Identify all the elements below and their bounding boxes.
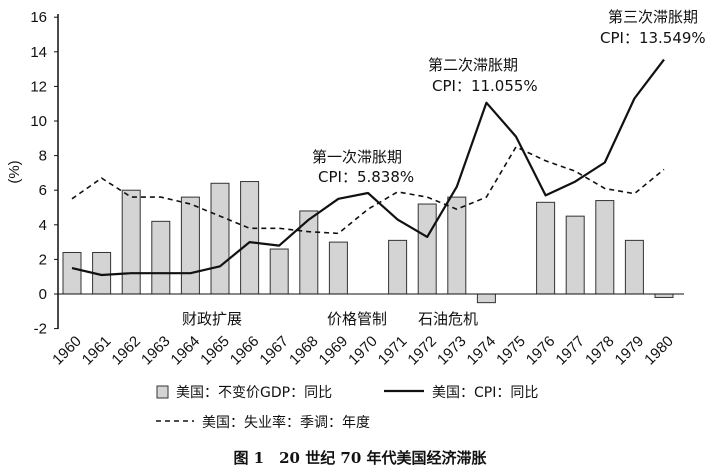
gdp-bar	[654, 293, 674, 298]
annotation-title-2: 第二次滞胀期	[428, 56, 518, 74]
x-tick-label: 1980	[641, 333, 677, 369]
y-tick-label: 4	[39, 217, 47, 234]
x-tick-label: 1962	[108, 333, 144, 369]
x-tick-label: 1979	[612, 333, 648, 369]
gdp-bar	[447, 196, 467, 295]
y-ticks: -2 0 2 4 6 8 10 12 14 16	[30, 9, 58, 338]
annotation-title-3: 第三次滞胀期	[608, 8, 698, 26]
y-axis-label: (%)	[6, 160, 23, 183]
gdp-bar	[417, 203, 437, 295]
x-tick-label: 1970	[345, 333, 381, 369]
x-tick-label: 1961	[79, 333, 115, 369]
x-tick-label: 1978	[582, 333, 618, 369]
x-tick-label: 1963	[138, 333, 174, 369]
legend-label-gdp: 美国：不变价GDP：同比	[176, 385, 332, 401]
y-tick-label: 2	[39, 251, 47, 268]
y-tick-label: 0	[39, 286, 47, 303]
gdp-bar	[476, 293, 496, 304]
gdp-bar	[210, 182, 230, 295]
x-tick-label: 1965	[197, 333, 233, 369]
events: 财政扩展 价格管制 石油危机	[182, 310, 478, 328]
x-tick-label: 1976	[523, 333, 559, 369]
y-tick-label: 10	[30, 113, 47, 130]
gdp-bar	[240, 181, 260, 295]
x-tick-label: 1968	[286, 333, 322, 369]
x-ticks: 1960196119621963196419651966196719681969…	[49, 333, 677, 369]
gdp-bar	[595, 200, 615, 295]
gdp-bar	[180, 196, 200, 295]
x-tick-label: 1964	[168, 333, 204, 369]
legend-swatch-gdp	[156, 385, 169, 399]
gdp-bar	[565, 215, 585, 295]
event-label-1: 财政扩展	[182, 310, 242, 328]
legend: 美国：不变价GDP：同比 美国：CPI：同比 美国：失业率：季调：年度	[156, 385, 538, 431]
gdp-bar	[328, 241, 348, 295]
x-tick-label: 1969	[316, 333, 352, 369]
legend-label-unemployment: 美国：失业率：季调：年度	[202, 414, 370, 431]
gdp-bar	[299, 210, 319, 295]
event-label-2: 价格管制	[327, 310, 387, 328]
annotation-label-1: CPI：5.838%	[318, 168, 414, 186]
y-tick-label: -2	[34, 321, 47, 338]
x-tick-label: 1967	[256, 333, 292, 369]
x-tick-label: 1977	[552, 333, 588, 369]
annotation-label-3: CPI：13.549%	[600, 29, 706, 47]
legend-label-cpi: 美国：CPI：同比	[432, 385, 538, 401]
unemployment-line	[71, 145, 665, 235]
gdp-bar	[388, 239, 408, 295]
gdp-bar	[624, 239, 644, 295]
y-tick-label: 8	[39, 148, 47, 165]
y-tick-label: 16	[30, 9, 47, 26]
x-tick-label: 1972	[404, 333, 440, 369]
gdp-bar	[62, 251, 82, 295]
gdp-bar	[151, 220, 171, 295]
annotations: 第一次滞胀期 CPI：5.838% 第二次滞胀期 CPI：11.055% 第三次…	[312, 8, 706, 186]
x-tick-label: 1973	[434, 333, 470, 369]
event-label-3: 石油危机	[418, 310, 478, 328]
x-tick-label: 1960	[49, 333, 85, 369]
y-tick-label: 12	[30, 78, 47, 95]
y-tick-label: 6	[39, 182, 47, 199]
annotation-label-2: CPI：11.055%	[432, 77, 538, 95]
gdp-bar	[121, 189, 141, 295]
y-tick-label: 14	[30, 44, 47, 61]
lines-layer	[71, 58, 665, 277]
x-tick-label: 1971	[375, 333, 411, 369]
figure-caption: 图 1 20 世纪 70 年代美国经济滞胀	[233, 449, 486, 467]
cpi-line	[71, 58, 665, 277]
gdp-bar	[536, 201, 556, 295]
x-tick-label: 1974	[464, 333, 500, 369]
annotation-title-1: 第一次滞胀期	[312, 148, 402, 166]
gdp-bar	[269, 248, 289, 295]
x-tick-label: 1975	[493, 333, 529, 369]
axes-layer	[57, 14, 684, 329]
x-tick-label: 1966	[227, 333, 263, 369]
bars-layer	[62, 181, 674, 304]
